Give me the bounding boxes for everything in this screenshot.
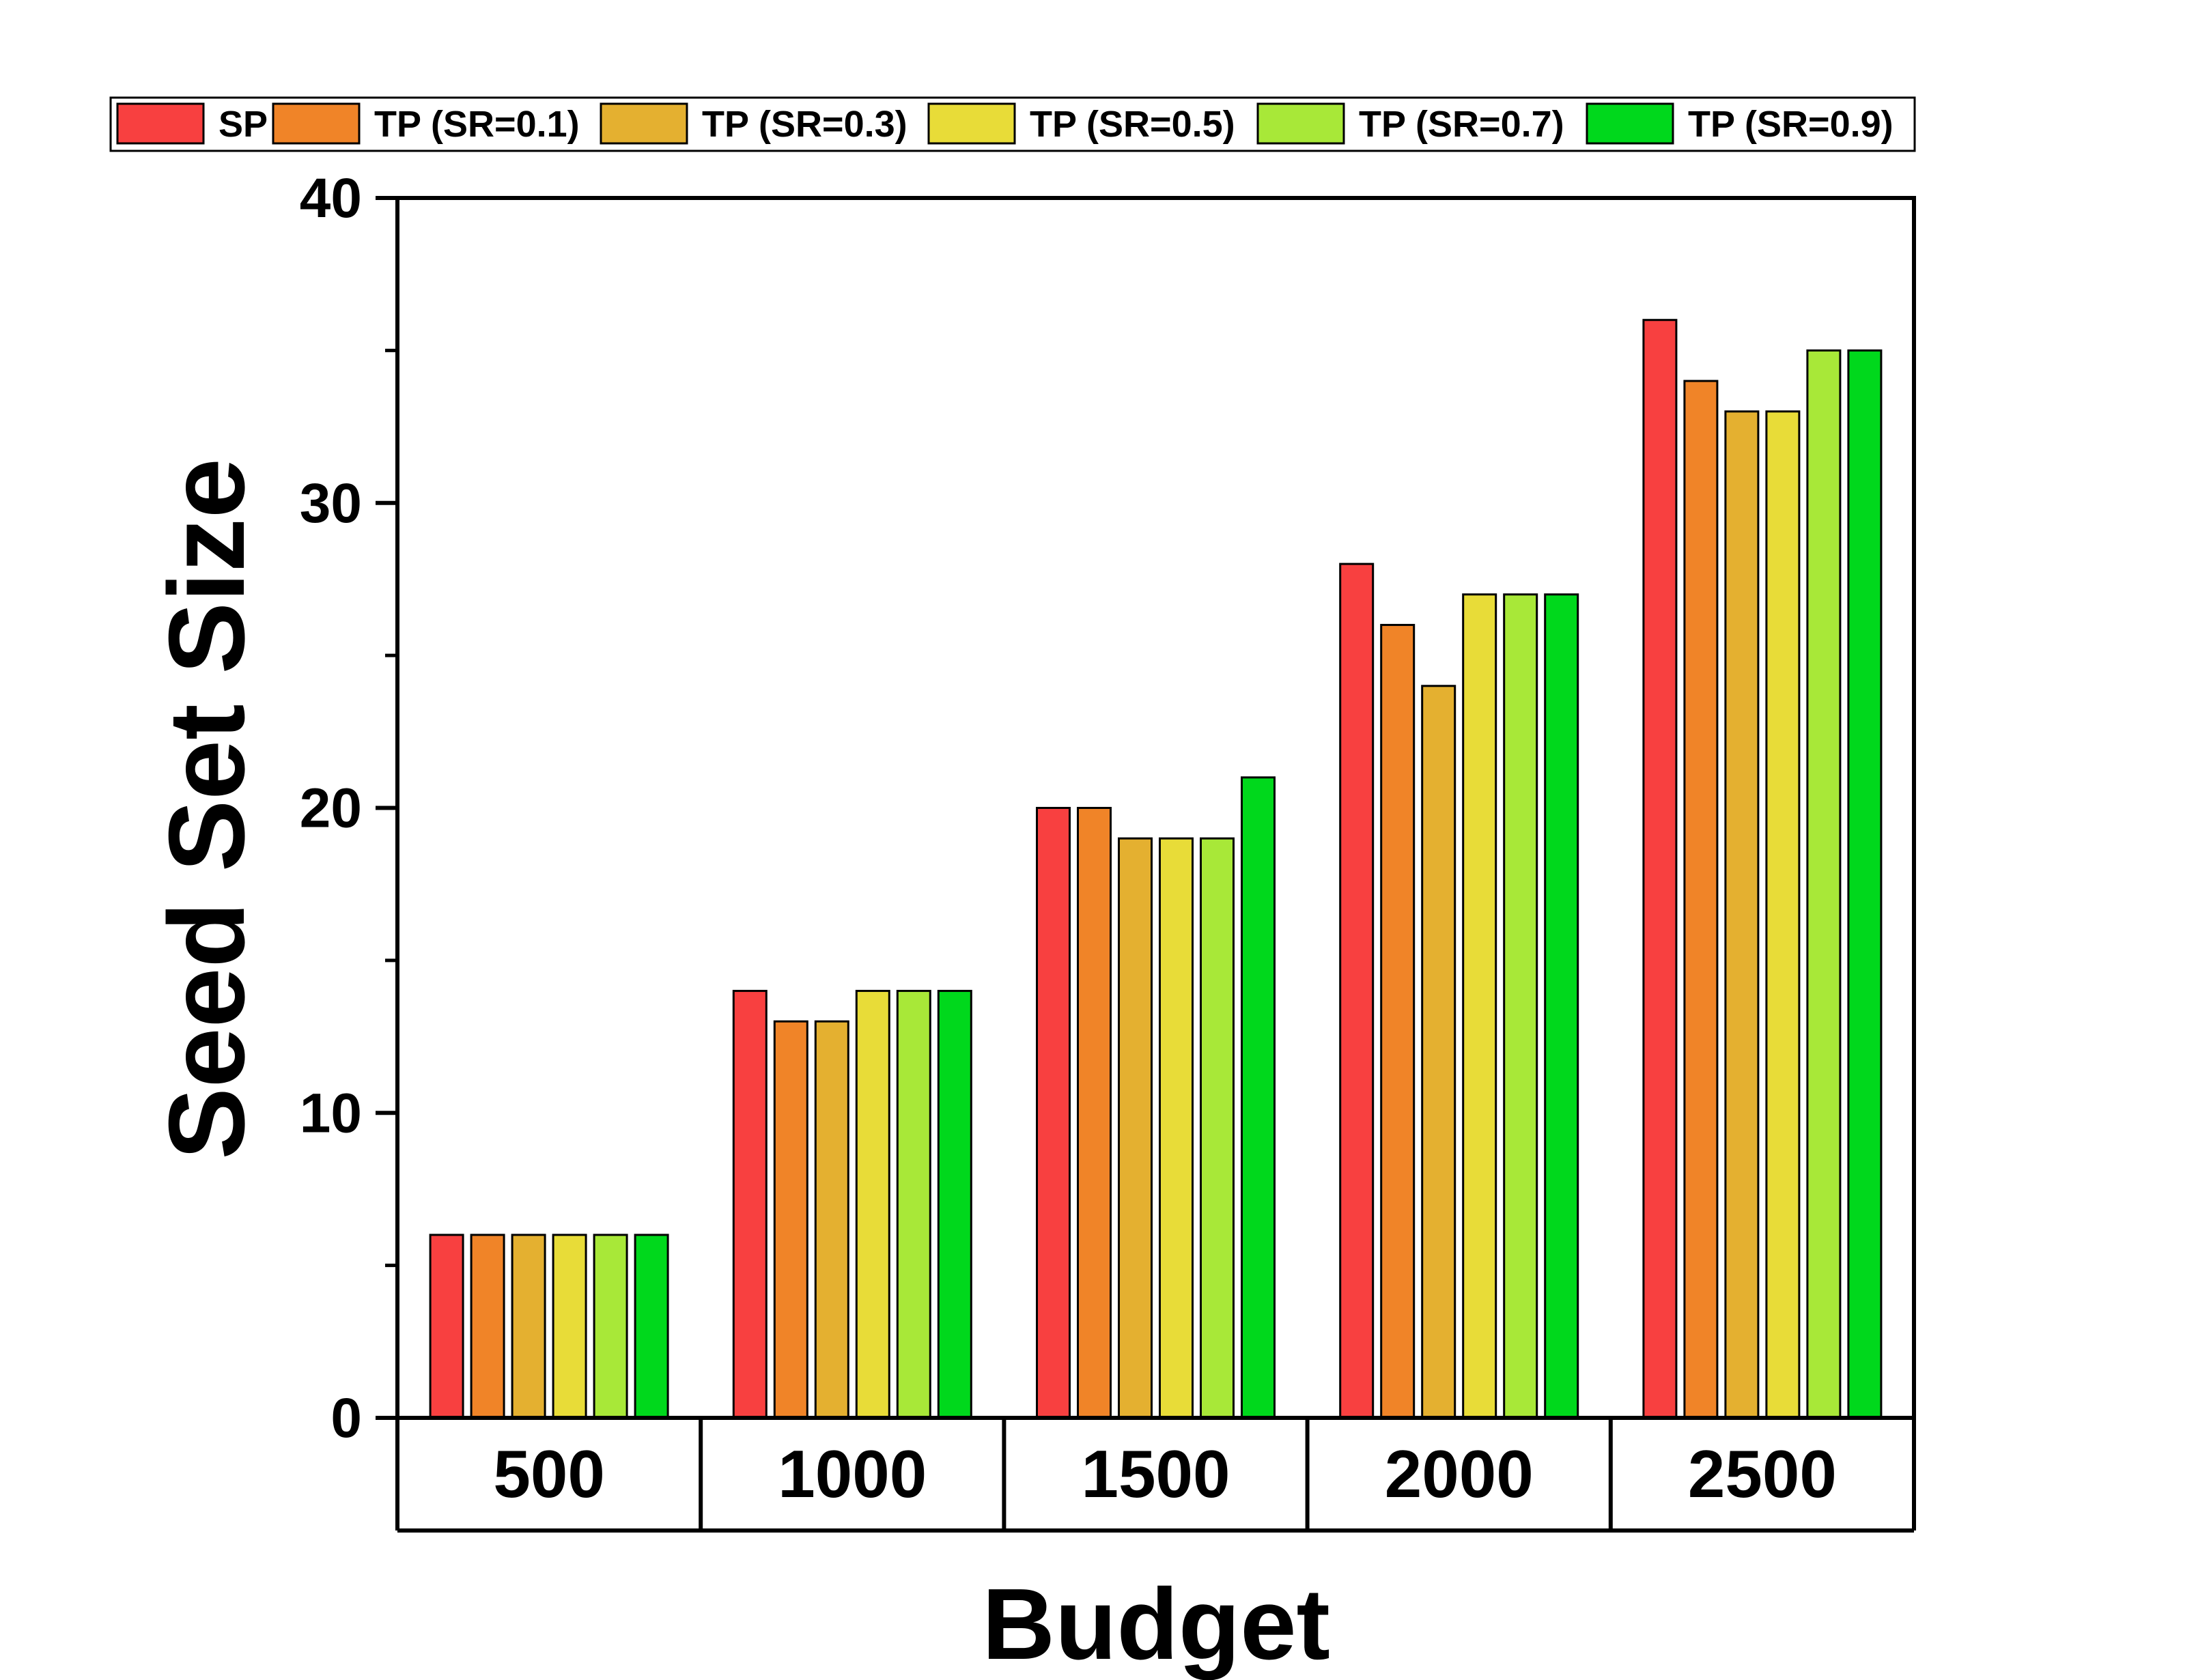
x-tick-label-1000: 1000	[778, 1436, 927, 1511]
bar-2500-series-5	[1806, 349, 1842, 1419]
bar-2500-series-3	[1724, 410, 1760, 1419]
y-axis-label: Seed Set Size	[147, 458, 267, 1159]
legend-label-6: TP (SR=0.9)	[1688, 104, 1894, 145]
legend-swatch-3	[600, 102, 688, 145]
legend-label-3: TP (SR=0.3)	[702, 104, 907, 145]
bar-500-series-4	[552, 1234, 587, 1419]
bar-1500-series-3	[1118, 837, 1153, 1419]
legend-label-1: SP	[219, 104, 268, 145]
bar-1000-series-6	[937, 990, 972, 1419]
legend-swatch-1	[116, 102, 205, 145]
y-tick-label: 30	[300, 472, 362, 535]
legend-swatch-5	[1256, 102, 1345, 145]
x-tick-label-500: 500	[493, 1436, 605, 1511]
legend-swatch-2	[272, 102, 361, 145]
bar-2500-series-2	[1683, 380, 1719, 1419]
x-tick-label-1500: 1500	[1081, 1436, 1230, 1511]
legend-swatch-6	[1586, 102, 1674, 145]
bar-2000-series-2	[1380, 623, 1416, 1419]
bar-1500-series-1	[1036, 807, 1071, 1419]
bar-500-series-2	[470, 1234, 505, 1419]
bar-2000-series-4	[1462, 593, 1497, 1419]
bar-500-series-3	[511, 1234, 546, 1419]
y-tick-label: 20	[300, 778, 362, 840]
legend-label-5: TP (SR=0.7)	[1359, 104, 1564, 145]
bar-2000-series-6	[1544, 593, 1579, 1419]
bar-2000-series-5	[1503, 593, 1538, 1419]
bar-1500-series-2	[1077, 807, 1112, 1419]
y-tick-label: 40	[300, 167, 362, 229]
bar-1000-series-5	[896, 990, 931, 1419]
bar-1000-series-2	[773, 1020, 808, 1419]
bar-500-series-6	[634, 1234, 669, 1419]
legend-swatch-4	[927, 102, 1016, 145]
x-tick-label-2000: 2000	[1385, 1436, 1534, 1511]
bar-2000-series-3	[1421, 685, 1456, 1419]
bar-500-series-5	[593, 1234, 628, 1419]
bar-1500-series-6	[1241, 776, 1276, 1419]
bar-2500-series-1	[1642, 319, 1678, 1419]
legend-label-2: TP (SR=0.1)	[374, 104, 580, 145]
bar-2500-series-4	[1765, 410, 1801, 1419]
y-tick-label: 10	[300, 1082, 362, 1144]
bar-1000-series-4	[855, 990, 890, 1419]
bar-500-series-1	[429, 1234, 464, 1419]
bar-1500-series-5	[1200, 837, 1235, 1419]
bar-2000-series-1	[1339, 563, 1375, 1419]
bar-1000-series-1	[732, 990, 768, 1419]
legend: SP TP (SR=0.1) TP (SR=0.3) TP (SR=0.5) TP (S…	[109, 96, 1916, 152]
bar-2500-series-6	[1847, 349, 1883, 1419]
y-tick-label: 0	[330, 1387, 362, 1449]
bar-1000-series-3	[814, 1020, 849, 1419]
x-tick-label-2500: 2500	[1688, 1436, 1837, 1511]
bar-1500-series-4	[1159, 837, 1194, 1419]
x-axis-label: Budget	[982, 1568, 1330, 1680]
plot-area: 0 10 20 30 40 500 1000 1500 2000 2500	[300, 167, 1916, 1533]
legend-label-4: TP (SR=0.5)	[1030, 104, 1235, 145]
